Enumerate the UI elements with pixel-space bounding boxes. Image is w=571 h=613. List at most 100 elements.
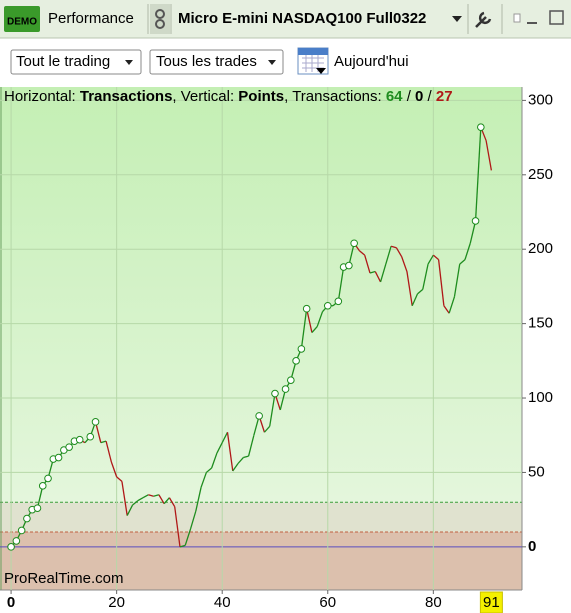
x-axis-label: Transactions bbox=[80, 88, 173, 105]
window-button[interactable] bbox=[513, 13, 521, 23]
new-high-marker bbox=[54, 453, 63, 462]
equity-segment bbox=[443, 305, 450, 314]
y-tick-label: 0 bbox=[528, 538, 536, 555]
current-x-box bbox=[479, 591, 503, 613]
settings-icon[interactable] bbox=[475, 11, 492, 28]
new-high-marker bbox=[86, 432, 95, 441]
equity-segment bbox=[263, 425, 271, 433]
equity-segment bbox=[306, 308, 313, 333]
equity-segment bbox=[401, 256, 408, 272]
y-tick-label: 100 bbox=[528, 389, 553, 406]
equity-segment bbox=[142, 494, 149, 499]
instrument-select[interactable]: Micro E-mini NASDAQ100 Full0322 bbox=[178, 10, 426, 27]
equity-segment bbox=[232, 463, 239, 472]
equity-segment bbox=[448, 296, 456, 314]
equity-segment bbox=[422, 263, 429, 290]
equity-segment bbox=[237, 457, 244, 464]
new-high-marker bbox=[44, 474, 52, 483]
equity-segment bbox=[311, 326, 318, 333]
new-high-marker bbox=[297, 345, 306, 353]
equity-segment bbox=[364, 254, 371, 274]
equity-segment bbox=[243, 455, 249, 459]
new-high-marker bbox=[334, 297, 343, 306]
loss-count: 27 bbox=[436, 88, 453, 105]
equity-segment bbox=[269, 393, 276, 427]
neutral-count: 0 bbox=[415, 88, 423, 105]
equity-segment bbox=[168, 497, 176, 507]
equity-segment bbox=[464, 243, 471, 260]
new-high-marker bbox=[23, 514, 31, 523]
equity-segment bbox=[374, 271, 382, 283]
equity-segment bbox=[485, 140, 493, 171]
new-high-marker bbox=[271, 389, 279, 398]
equity-segment bbox=[337, 266, 345, 302]
new-high-marker bbox=[65, 443, 73, 451]
equity-segment bbox=[174, 506, 181, 547]
axis-strip bbox=[522, 87, 571, 613]
equity-segment bbox=[163, 497, 170, 505]
header-text: , Transactions: bbox=[284, 88, 386, 105]
new-high-marker bbox=[292, 357, 300, 365]
watermark: ProRealTime.com bbox=[4, 570, 123, 587]
equity-segment bbox=[36, 485, 44, 509]
equity-segment bbox=[195, 487, 202, 512]
new-high-marker bbox=[17, 526, 26, 535]
link-icon[interactable] bbox=[150, 4, 170, 34]
equity-segment bbox=[110, 461, 118, 478]
equity-segment bbox=[417, 288, 424, 295]
equity-segment bbox=[205, 467, 213, 473]
equity-segment bbox=[369, 270, 376, 274]
y-tick-label: 200 bbox=[528, 240, 553, 257]
toolbar bbox=[0, 0, 571, 38]
equity-segment bbox=[211, 452, 218, 469]
date-label[interactable]: Aujourd'hui bbox=[334, 53, 409, 70]
equity-segment bbox=[105, 441, 112, 463]
equity-segment bbox=[153, 494, 160, 497]
y-tick-label: 50 bbox=[528, 463, 545, 480]
equity-segment bbox=[216, 442, 223, 454]
new-high-marker bbox=[323, 301, 332, 310]
equity-segment bbox=[390, 245, 397, 249]
equity-segment bbox=[132, 500, 139, 506]
equity-segment bbox=[158, 494, 165, 505]
dropdown-label: Tout le trading bbox=[16, 53, 110, 70]
new-high-marker bbox=[33, 504, 42, 512]
dropdown[interactable] bbox=[10, 49, 142, 75]
separator: / bbox=[423, 88, 436, 105]
equity-segment bbox=[100, 440, 107, 444]
x-tick-label: 20 bbox=[108, 594, 125, 611]
dropdown[interactable] bbox=[149, 49, 284, 75]
calendar-icon[interactable] bbox=[297, 47, 329, 75]
y-tick-label: 250 bbox=[528, 166, 553, 183]
y-axis-label: Points bbox=[238, 88, 284, 105]
new-high-marker bbox=[350, 239, 358, 248]
equity-segment bbox=[406, 271, 413, 306]
equity-segment bbox=[437, 259, 445, 306]
current-x-label: 91 bbox=[483, 594, 500, 611]
equity-segment bbox=[137, 497, 144, 502]
new-high-marker bbox=[471, 217, 480, 225]
new-high-marker bbox=[281, 385, 290, 393]
x-tick-label: 60 bbox=[319, 594, 336, 611]
y-tick-label: 300 bbox=[528, 91, 553, 108]
maximize-button[interactable] bbox=[549, 10, 564, 25]
minimize-button[interactable] bbox=[527, 22, 537, 24]
equity-segment bbox=[200, 472, 207, 488]
new-high-marker bbox=[38, 482, 47, 490]
new-high-marker bbox=[91, 418, 100, 426]
new-high-marker bbox=[75, 435, 84, 444]
separator: / bbox=[403, 88, 416, 105]
axis-strip bbox=[0, 590, 522, 613]
equity-segment bbox=[126, 504, 134, 516]
new-high-marker bbox=[287, 376, 295, 384]
tab-title[interactable]: Performance bbox=[48, 10, 134, 27]
new-high-marker bbox=[345, 261, 353, 270]
equity-segment bbox=[179, 544, 186, 548]
equity-segment bbox=[221, 431, 229, 443]
equity-segment bbox=[459, 259, 466, 265]
win-count: 64 bbox=[386, 88, 403, 105]
dropdown-label: Tous les trades bbox=[156, 53, 257, 70]
new-high-marker bbox=[255, 412, 263, 420]
y-tick-label: 150 bbox=[528, 315, 553, 332]
